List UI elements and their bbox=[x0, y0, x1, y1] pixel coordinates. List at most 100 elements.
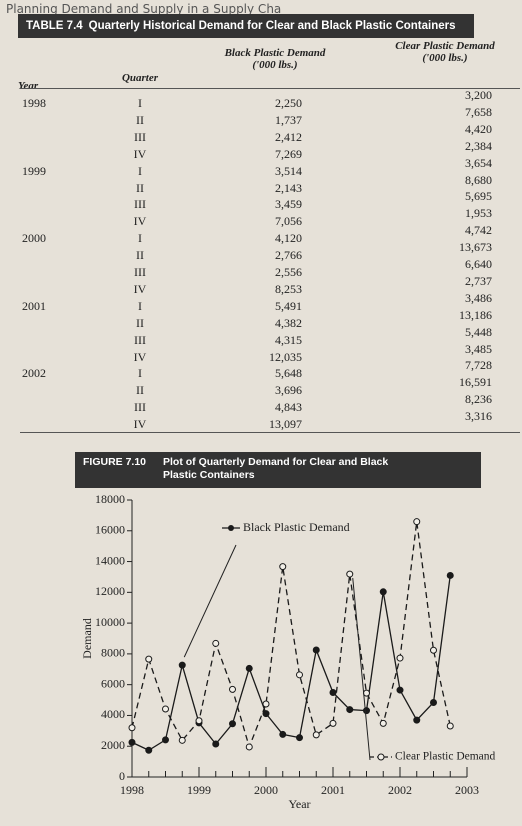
legend-marker bbox=[377, 753, 385, 761]
data-point bbox=[296, 671, 303, 679]
y-axis-label: Demand bbox=[80, 618, 94, 659]
data-point bbox=[396, 654, 404, 662]
quarter-cell: II bbox=[136, 315, 144, 330]
data-point bbox=[262, 710, 270, 718]
data-point bbox=[245, 664, 253, 672]
black-demand-cell: 3,514 bbox=[275, 163, 302, 178]
quarter-cell: I bbox=[138, 298, 142, 313]
y-tick-label: 4000 bbox=[101, 707, 125, 721]
data-point bbox=[296, 734, 303, 742]
year-cell: 2002 bbox=[22, 366, 46, 381]
legend-label-line: Black Plastic Demand bbox=[243, 520, 350, 534]
black-demand-cell: 8,253 bbox=[275, 281, 302, 296]
clear-demand-cell: 2,737 bbox=[465, 273, 492, 288]
data-point bbox=[312, 731, 320, 739]
clear-demand-cell: 13,186 bbox=[459, 307, 492, 322]
year-cell: 1999 bbox=[22, 163, 46, 178]
quarter-cell: II bbox=[136, 383, 144, 398]
column-unit: ('000 lbs.) bbox=[252, 59, 298, 71]
x-tick-label: 2003 bbox=[455, 783, 479, 797]
data-point bbox=[446, 722, 454, 730]
table-label: TABLE 7.4 bbox=[26, 20, 83, 32]
quarter-cell: III bbox=[134, 265, 146, 279]
clear-demand-cell: 7,728 bbox=[465, 358, 492, 373]
clear-demand-cell: 5,448 bbox=[465, 324, 492, 339]
series-line bbox=[131, 575, 451, 752]
data-point bbox=[279, 563, 287, 571]
clear-demand-cell: 3,654 bbox=[465, 155, 492, 170]
y-tick-label: 14000 bbox=[95, 553, 125, 567]
data-point bbox=[396, 686, 404, 694]
series-line bbox=[131, 521, 451, 749]
table-rule bbox=[20, 88, 520, 89]
data-point bbox=[128, 724, 136, 732]
data-point bbox=[413, 716, 421, 724]
quarter-cell: IV bbox=[133, 417, 147, 432]
clear-demand-cell: 16,591 bbox=[459, 375, 492, 390]
y-tick-label: 0 bbox=[119, 769, 125, 783]
quarter-cell: III bbox=[134, 197, 146, 212]
quarter-cell: II bbox=[136, 180, 144, 195]
y-tick-label: 10000 bbox=[95, 615, 125, 629]
column-title: Clear Plastic Demand bbox=[395, 40, 495, 52]
black-demand-cell: 2,412 bbox=[275, 129, 302, 144]
data-point bbox=[145, 655, 153, 663]
black-demand-cell: 2,766 bbox=[275, 248, 302, 263]
quarter-cell: IV bbox=[133, 146, 147, 161]
black-demand-cell: 7,056 bbox=[275, 214, 302, 229]
data-point bbox=[430, 698, 437, 706]
quarter-cell: I bbox=[138, 366, 142, 381]
data-point bbox=[329, 719, 337, 727]
data-point bbox=[430, 646, 437, 654]
clear-demand-cell: 13,673 bbox=[459, 240, 492, 255]
data-point bbox=[363, 689, 370, 697]
clear-demand-cell: 1,953 bbox=[465, 206, 492, 221]
data-point bbox=[279, 730, 287, 738]
data-point bbox=[312, 646, 320, 654]
x-tick-label: 1999 bbox=[187, 783, 211, 797]
quarter-cell: IV bbox=[133, 214, 147, 229]
black-demand-cell: 12,035 bbox=[269, 349, 302, 364]
x-tick-label: 2002 bbox=[388, 783, 412, 797]
data-point bbox=[212, 740, 220, 748]
data-point bbox=[178, 661, 186, 669]
y-tick-label: 18000 bbox=[95, 492, 125, 506]
data-point bbox=[329, 688, 337, 696]
clear-demand-cell: 7,658 bbox=[465, 104, 492, 119]
figure-title-bar: FIGURE 7.10 Plot of Quarterly Demand for … bbox=[75, 452, 481, 488]
y-tick-label: 16000 bbox=[95, 523, 125, 537]
year-cell: 2001 bbox=[22, 298, 46, 313]
data-point bbox=[379, 588, 387, 596]
column-header: Clear Plastic Demand ('000 lbs.) bbox=[380, 40, 510, 64]
clear-demand-cell: 4,420 bbox=[465, 121, 492, 136]
data-point bbox=[262, 700, 270, 708]
y-tick-label: 8000 bbox=[101, 646, 125, 660]
data-point bbox=[346, 706, 354, 714]
quarter-cell: III bbox=[134, 129, 146, 144]
running-head: Planning Demand and Supply in a Supply C… bbox=[6, 2, 282, 16]
quarter-cell: IV bbox=[133, 349, 147, 364]
column-title: Black Plastic Demand bbox=[224, 47, 326, 59]
quarter-cell: I bbox=[138, 163, 142, 178]
data-point bbox=[212, 639, 220, 647]
quarter-cell: I bbox=[138, 231, 142, 246]
black-demand-cell: 5,648 bbox=[275, 366, 302, 381]
data-point bbox=[446, 571, 454, 579]
clear-demand-cell: 6,640 bbox=[465, 257, 492, 271]
data-point bbox=[162, 705, 169, 713]
data-point bbox=[178, 736, 186, 744]
table-title: Quarterly Historical Demand for Clear an… bbox=[88, 20, 456, 32]
y-tick-label: 6000 bbox=[101, 676, 125, 690]
black-demand-cell: 13,097 bbox=[269, 417, 302, 432]
data-point bbox=[363, 707, 370, 715]
black-demand-cell: 2,250 bbox=[275, 96, 302, 110]
quarter-cell: IV bbox=[133, 281, 147, 296]
black-demand-cell: 1,737 bbox=[275, 112, 302, 127]
data-point bbox=[128, 738, 136, 746]
clear-demand-cell: 2,384 bbox=[465, 138, 492, 153]
x-tick-label: 2001 bbox=[321, 783, 345, 797]
clear-demand-cell: 3,316 bbox=[465, 409, 492, 424]
data-point bbox=[346, 570, 354, 578]
